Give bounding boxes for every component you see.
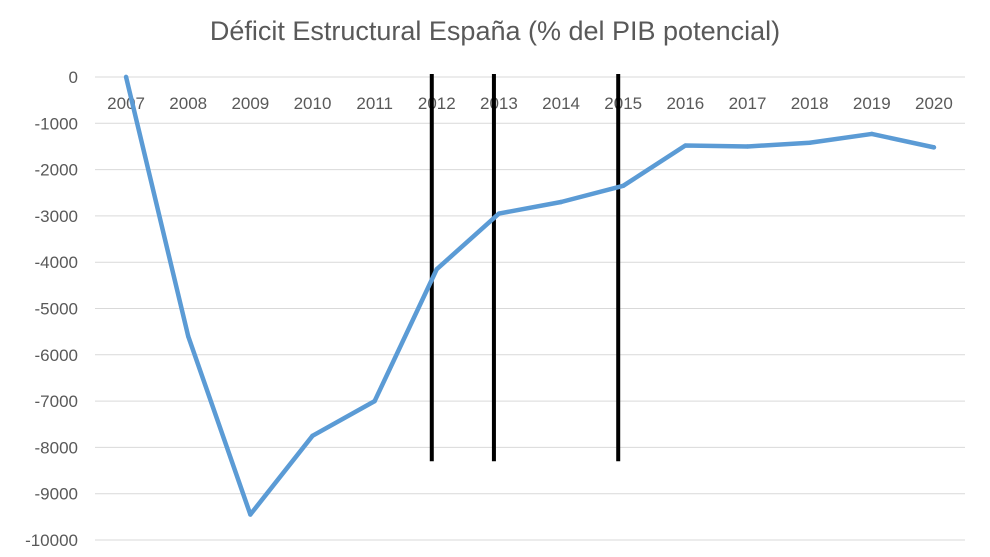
y-tick-label: -3000 — [35, 207, 78, 226]
data-point-2017 — [745, 144, 750, 149]
y-tick-label: -8000 — [35, 438, 78, 457]
vertical-markers — [429, 74, 621, 462]
x-tick-label: 2009 — [231, 94, 269, 113]
x-tick-label: 2007 — [107, 94, 145, 113]
chart-title: Déficit Estructural España (% del PIB po… — [210, 16, 780, 46]
data-point-2015 — [621, 183, 626, 189]
x-tick-label: 2015 — [604, 94, 642, 113]
x-tick-label: 2008 — [169, 94, 207, 113]
x-tick-label: 2020 — [915, 94, 953, 113]
y-tick-label: -4000 — [35, 253, 78, 272]
x-tick-label: 2012 — [418, 94, 456, 113]
x-axis-ticks: 2007 2008 2009 2010 2011 2012 2013 2014 2015 2016… — [107, 94, 953, 113]
x-tick-label: 2010 — [294, 94, 332, 113]
y-tick-label: -9000 — [35, 485, 78, 504]
y-tick-label: -2000 — [35, 161, 78, 180]
data-point-2018 — [807, 140, 812, 145]
data-point-2008 — [186, 334, 191, 339]
data-point-2007 — [123, 74, 129, 80]
y-tick-label: -6000 — [35, 346, 78, 365]
data-point-2020 — [931, 145, 937, 150]
x-tick-label: 2019 — [853, 94, 891, 113]
series-line — [123, 74, 937, 517]
y-tick-label: -1000 — [35, 114, 78, 133]
data-point-2012 — [434, 266, 439, 272]
data-point-2019 — [869, 131, 874, 137]
y-tick-label: -7000 — [35, 392, 78, 411]
y-tick-label: -5000 — [35, 300, 78, 319]
y-axis-ticks: 0 -1000 -2000 -3000 -4000 -5000 -6000 -7000 -800… — [25, 68, 78, 550]
x-tick-label: 2018 — [791, 94, 829, 113]
gridlines — [95, 76, 965, 541]
data-point-2009 — [248, 512, 253, 517]
data-point-2013 — [496, 211, 502, 216]
data-point-2010 — [310, 433, 315, 439]
x-tick-label: 2016 — [666, 94, 704, 113]
x-tick-label: 2014 — [542, 94, 580, 113]
x-tick-label: 2011 — [356, 94, 393, 113]
y-tick-label: -10000 — [25, 531, 78, 550]
x-tick-label: 2013 — [480, 94, 518, 113]
data-point-2016 — [683, 143, 688, 148]
data-point-2014 — [558, 199, 564, 205]
data-point-2011 — [372, 398, 377, 404]
x-tick-label: 2017 — [729, 94, 767, 113]
series — [123, 74, 937, 517]
y-tick-label: 0 — [69, 68, 78, 87]
